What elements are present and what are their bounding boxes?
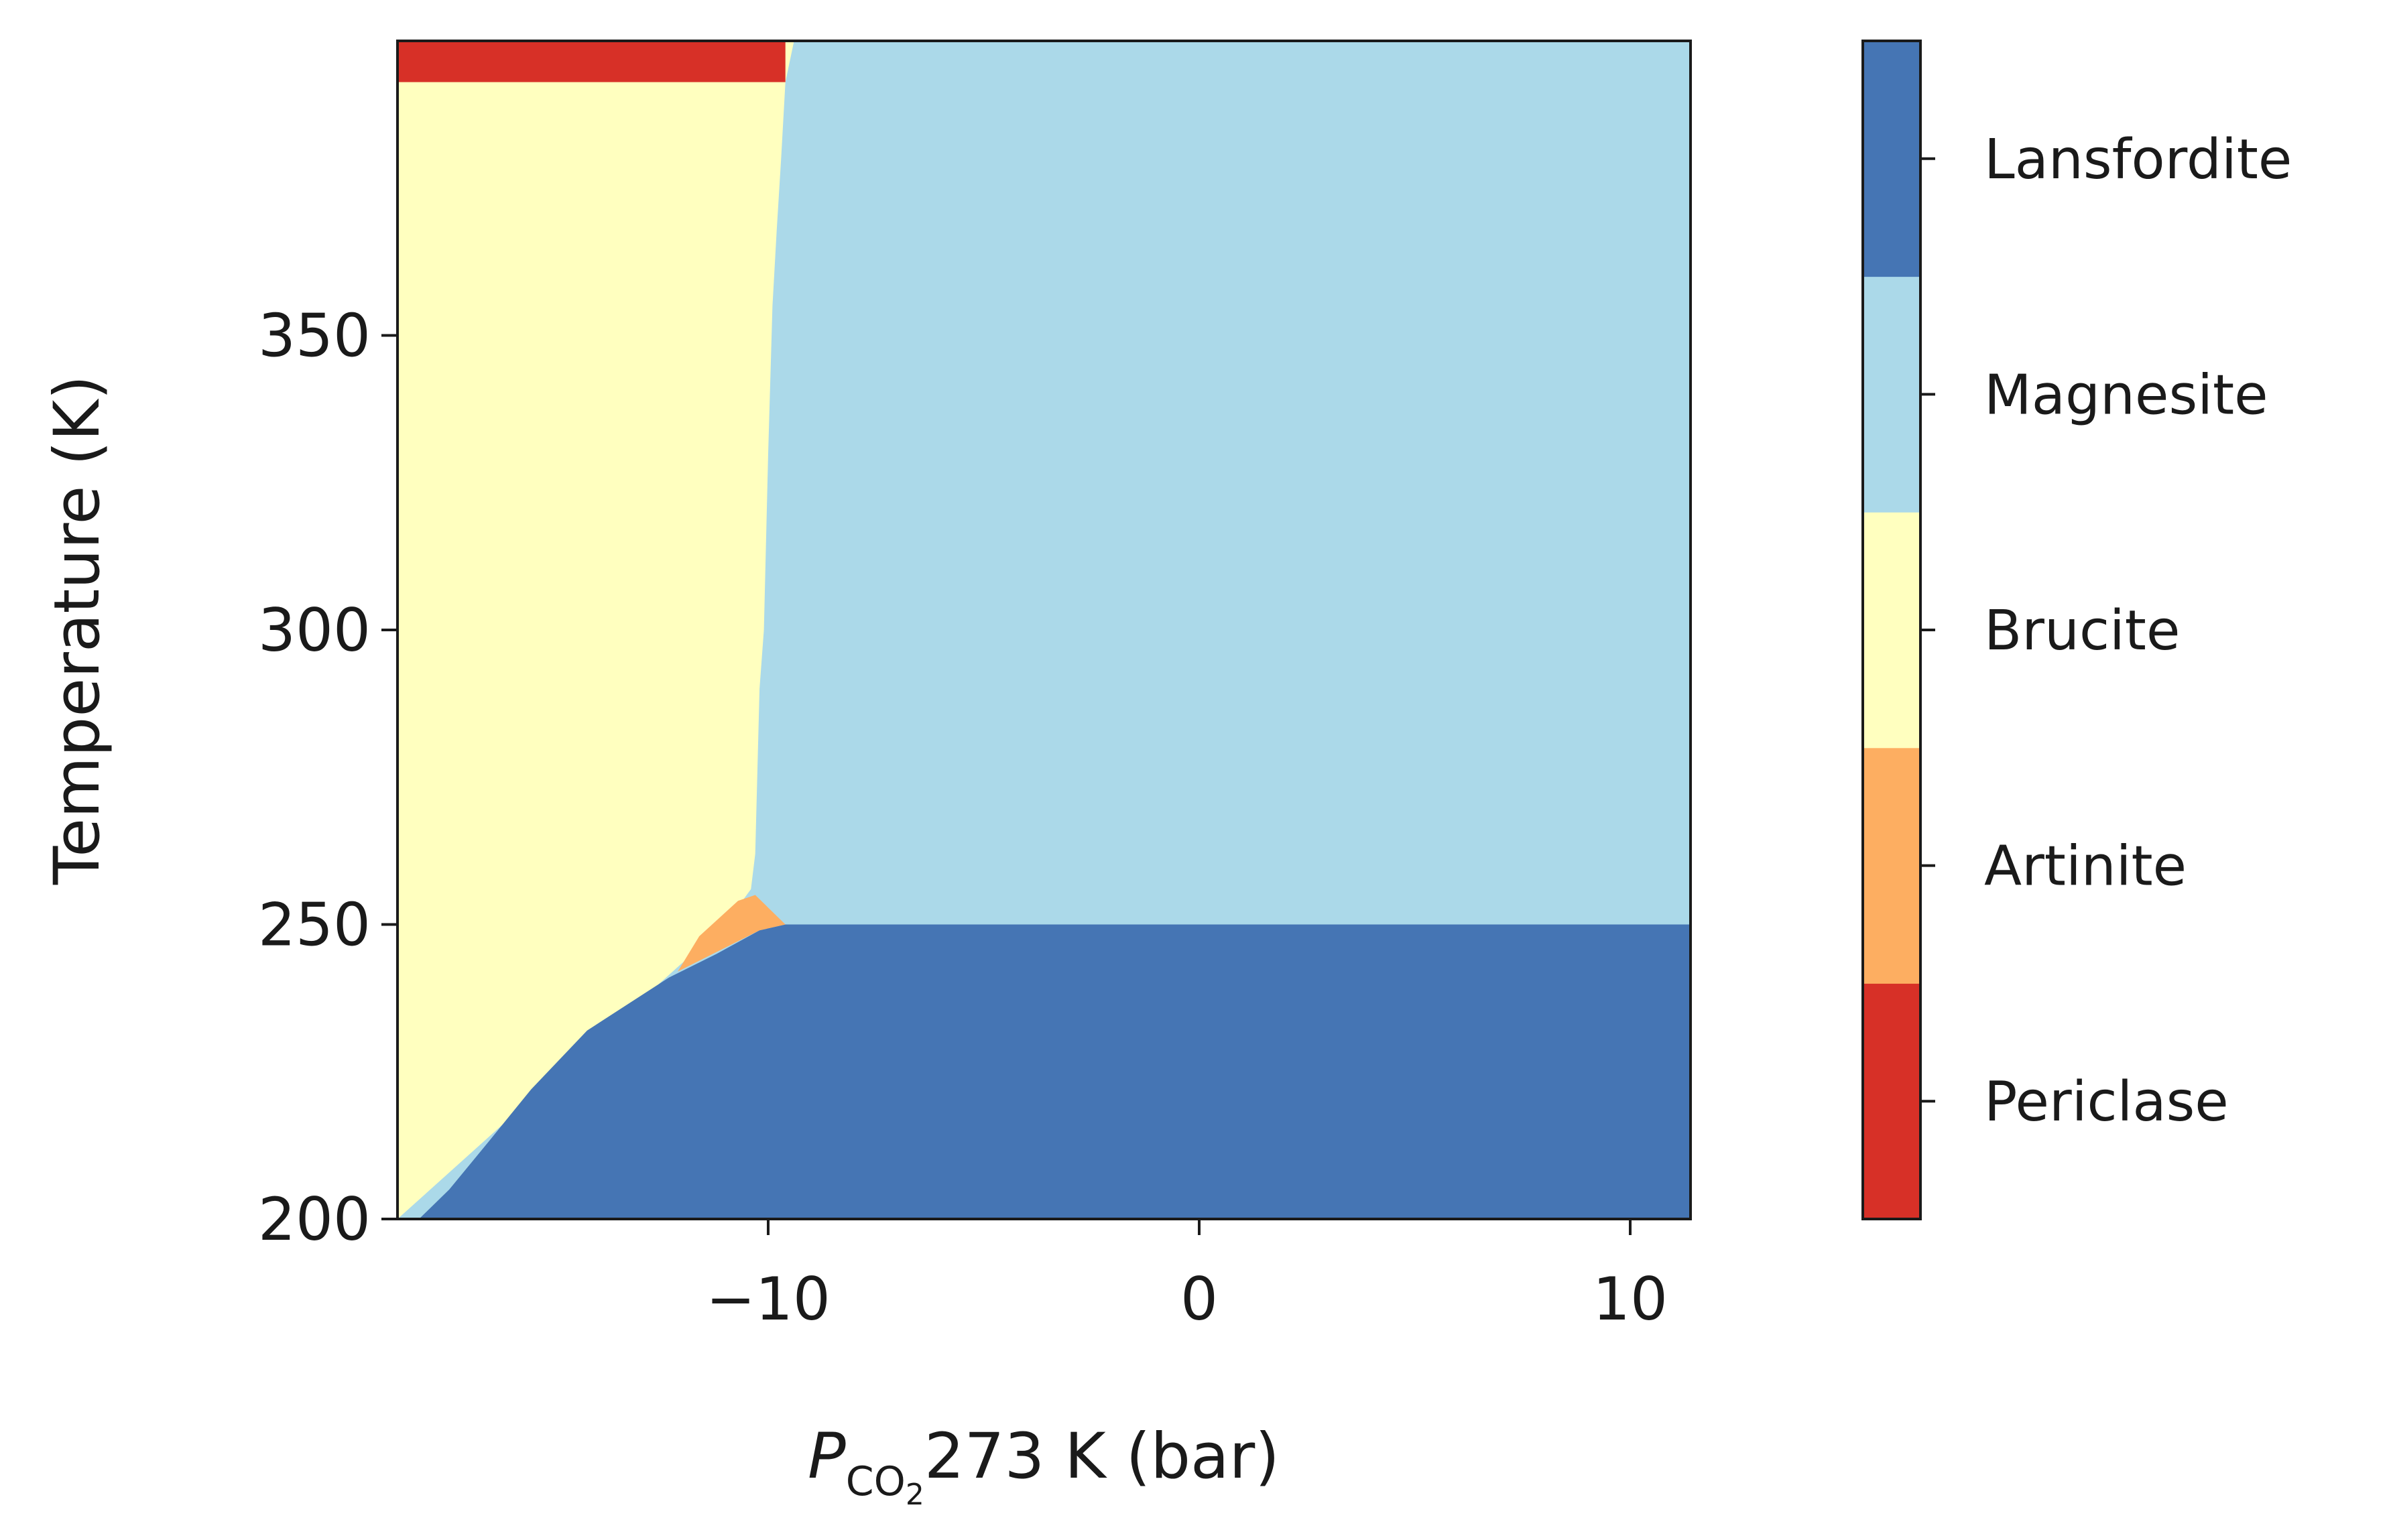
colorbar-segment-lansfordite bbox=[1863, 41, 1920, 277]
x-axis-label-rest: 273 K (bar) bbox=[924, 1420, 1280, 1493]
x-tick-label: 10 bbox=[1593, 1265, 1668, 1334]
x-axis-label-sub-subscript: 2 bbox=[906, 1478, 924, 1512]
plot-area bbox=[397, 41, 1691, 1219]
colorbar-segment-periclase bbox=[1863, 983, 1920, 1220]
y-tick-label: 250 bbox=[258, 891, 371, 960]
x-axis: −10 0 10 bbox=[706, 1219, 1668, 1334]
colorbar-label-periclase: Periclase bbox=[1984, 1070, 2229, 1134]
region-periclase bbox=[397, 41, 786, 82]
y-tick-label: 300 bbox=[258, 596, 371, 665]
x-axis-label-symbol: P bbox=[808, 1420, 846, 1493]
colorbar-label-brucite: Brucite bbox=[1984, 599, 2180, 663]
region-lansfordite bbox=[419, 924, 1691, 1219]
y-tick-label: 200 bbox=[258, 1185, 371, 1254]
x-axis-label: PCO2273 K (bar) bbox=[808, 1420, 1280, 1512]
y-axis: 200 250 300 350 bbox=[258, 302, 397, 1254]
colorbar-label-artinite: Artinite bbox=[1984, 835, 2187, 899]
colorbar: Periclase Artinite Brucite Magnesite Lansfor… bbox=[1861, 40, 2292, 1220]
region-artinite bbox=[678, 895, 786, 972]
colorbar-label-magnesite: Magnesite bbox=[1984, 363, 2268, 427]
x-tick-label: 0 bbox=[1180, 1265, 1218, 1334]
x-axis-label-subscript: CO bbox=[846, 1458, 906, 1505]
x-tick-label: −10 bbox=[706, 1265, 831, 1334]
colorbar-segment-brucite bbox=[1863, 512, 1920, 749]
y-axis-label: Temperature (K) bbox=[41, 375, 114, 885]
colorbar-segment-magnesite bbox=[1863, 276, 1920, 513]
colorbar-frame bbox=[1861, 40, 1922, 1220]
colorbar-segment-artinite bbox=[1863, 747, 1920, 984]
y-tick-label: 350 bbox=[258, 302, 371, 371]
region-brucite bbox=[397, 41, 794, 1219]
colorbar-label-lansfordite: Lansfordite bbox=[1984, 128, 2292, 192]
